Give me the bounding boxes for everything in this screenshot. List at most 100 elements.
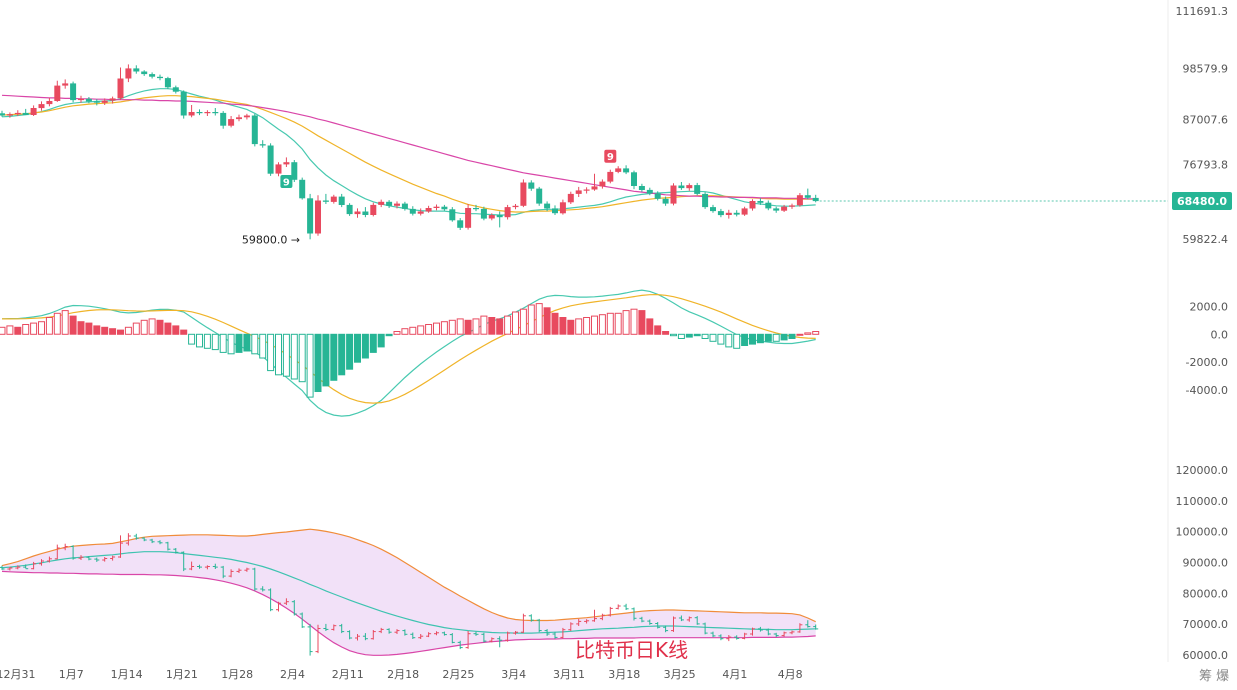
- candle-body: [654, 193, 661, 199]
- candle-body: [204, 112, 211, 114]
- candle-body: [172, 87, 179, 92]
- low-price-annotation: 59800.0 →: [242, 233, 300, 246]
- macd-bar: [314, 333, 322, 392]
- macd-bar: [480, 315, 488, 335]
- macd-bar: [519, 308, 527, 335]
- candle-body: [686, 185, 693, 189]
- candle-body: [54, 85, 61, 101]
- candle-body: [212, 112, 219, 114]
- candle-body: [243, 115, 250, 118]
- candle-body: [449, 209, 456, 221]
- candle-body: [409, 208, 416, 214]
- candle-body: [544, 203, 551, 209]
- macd-bar: [393, 331, 401, 335]
- bollinger-tick-label: 120000.0: [1176, 464, 1229, 477]
- macd-bar: [354, 333, 361, 363]
- candle-body: [78, 98, 84, 101]
- candle-body: [117, 78, 124, 99]
- macd-bar: [440, 321, 448, 335]
- macd-bar: [164, 322, 172, 335]
- candle-body: [528, 182, 535, 189]
- candle-body: [85, 98, 92, 102]
- bollinger-candles: [0, 533, 819, 656]
- macd-bar: [741, 333, 749, 346]
- macd-bar: [385, 333, 393, 337]
- candle-body: [536, 188, 543, 204]
- candle-body: [567, 193, 574, 203]
- td-marker-label: 9: [607, 152, 614, 163]
- macd-bar: [551, 312, 559, 335]
- current-price-badge: [1172, 192, 1232, 210]
- macd-bar: [717, 333, 725, 345]
- candle-body: [101, 100, 108, 103]
- macd-bar: [804, 332, 812, 335]
- candle-body: [259, 144, 266, 146]
- macd-bar: [219, 333, 227, 353]
- macd-bar: [227, 333, 235, 355]
- candle-body: [70, 83, 77, 101]
- macd-bar: [772, 333, 780, 342]
- candle-body: [220, 112, 227, 126]
- macd-bar: [85, 322, 93, 335]
- macd-bar: [504, 315, 512, 335]
- candle-body: [196, 112, 203, 114]
- candle-body: [441, 206, 448, 210]
- candle-body: [22, 112, 29, 116]
- candle-body: [141, 71, 148, 75]
- macd-bar: [211, 333, 219, 351]
- macd-bar: [448, 319, 456, 335]
- candle-body: [488, 215, 495, 219]
- macd-bar: [282, 333, 290, 377]
- candle-body: [338, 196, 345, 205]
- candle-body: [480, 208, 487, 219]
- macd-bar: [685, 333, 693, 338]
- bollinger-tick-label: 80000.0: [1183, 587, 1229, 600]
- macd-tick-label: 0.0: [1211, 328, 1229, 341]
- candle-body: [425, 208, 432, 212]
- td-sell-marker: [604, 149, 617, 163]
- candle-body: [228, 119, 235, 126]
- macd-bar: [0, 326, 6, 335]
- macd-bar: [488, 317, 496, 335]
- candle-body: [638, 186, 645, 190]
- macd-bar: [298, 333, 306, 383]
- macd-bar: [496, 318, 504, 335]
- moving-average-line-3: [1, 94, 816, 200]
- candle-body: [125, 68, 132, 79]
- macd-bar: [638, 310, 646, 335]
- chart-markers: 59800.0 → 9 9: [242, 149, 617, 246]
- date-tick-label: 1月28: [221, 668, 253, 681]
- candle-body: [646, 189, 653, 194]
- indicator-lines: [1, 88, 816, 656]
- macd-bar: [93, 325, 101, 335]
- macd-bar: [346, 333, 354, 370]
- candle-body: [702, 193, 709, 208]
- macd-bar: [45, 317, 53, 335]
- candle-body: [520, 182, 527, 206]
- macd-bar: [338, 333, 346, 376]
- candle-body: [394, 203, 400, 206]
- macd-bar: [117, 329, 124, 335]
- candle-body: [496, 215, 503, 218]
- date-tick-label: 3月18: [608, 668, 640, 681]
- macd-bar: [749, 333, 756, 345]
- candle-body: [164, 78, 171, 88]
- macd-bar: [630, 308, 638, 335]
- bollinger-lower-line: [1, 570, 816, 656]
- macd-bar: [788, 333, 796, 339]
- macd-bar: [401, 328, 409, 335]
- bollinger-tick-label: 100000.0: [1176, 526, 1229, 539]
- macd-bar: [559, 317, 567, 335]
- macd-bar: [267, 333, 275, 372]
- macd-bar: [188, 333, 196, 345]
- macd-bar: [796, 333, 804, 336]
- macd-bar: [259, 333, 267, 359]
- candle-body: [180, 91, 187, 116]
- macd-bar: [756, 333, 764, 344]
- macd-bar: [780, 333, 788, 341]
- macd-bar: [148, 318, 156, 335]
- macd-bar: [598, 314, 606, 335]
- macd-bar: [330, 333, 338, 381]
- candle-body: [149, 74, 156, 77]
